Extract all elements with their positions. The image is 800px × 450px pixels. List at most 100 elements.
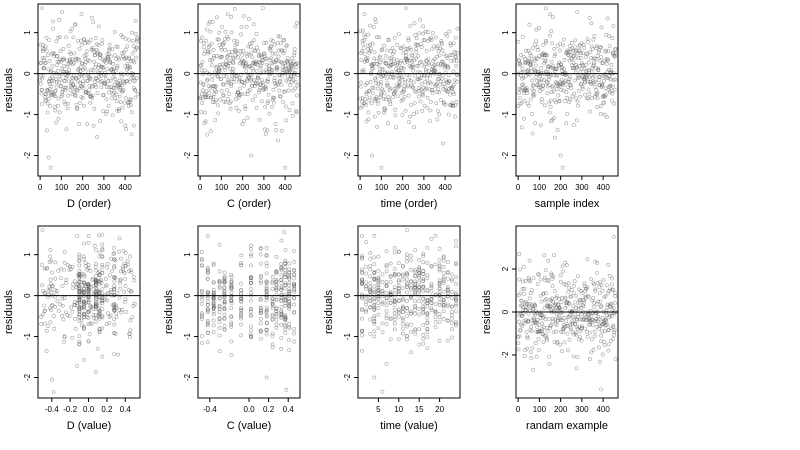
data-point <box>555 341 559 346</box>
data-point <box>106 311 110 316</box>
data-point <box>86 297 91 302</box>
data-point <box>63 281 68 285</box>
data-point <box>264 281 269 285</box>
data-point <box>437 268 442 273</box>
data-point <box>400 298 405 303</box>
data-point <box>417 289 422 294</box>
data-point <box>564 323 569 328</box>
data-point <box>275 67 279 72</box>
data-point <box>364 308 369 313</box>
data-point <box>104 112 108 116</box>
data-point <box>522 354 527 359</box>
data-point <box>257 90 261 95</box>
data-point <box>531 316 536 321</box>
data-point <box>599 339 603 344</box>
data-point <box>423 62 427 67</box>
data-point <box>228 66 232 71</box>
data-point <box>595 90 600 95</box>
data-point <box>437 90 442 95</box>
data-point <box>425 321 430 325</box>
data-point <box>75 233 80 238</box>
data-point <box>415 63 420 68</box>
data-point <box>586 87 591 92</box>
x-tick-label: 0 <box>38 183 43 192</box>
data-point <box>121 50 126 55</box>
data-point <box>374 95 379 99</box>
data-point <box>380 88 385 93</box>
data-point <box>382 43 387 48</box>
data-point <box>437 264 442 269</box>
data-point <box>222 312 227 317</box>
data-point <box>392 288 397 292</box>
data-point <box>226 80 231 85</box>
data-point <box>211 304 216 308</box>
data-point <box>396 290 401 295</box>
data-point <box>129 59 133 63</box>
data-point <box>88 269 93 273</box>
data-point <box>603 322 608 327</box>
data-point <box>530 288 534 293</box>
data-point <box>445 338 450 343</box>
data-point <box>259 274 263 278</box>
data-point <box>100 295 105 300</box>
data-point <box>90 15 94 20</box>
data-point <box>234 73 239 78</box>
data-point <box>598 305 603 309</box>
data-point <box>100 254 105 258</box>
data-point <box>377 35 382 40</box>
data-point <box>396 314 401 319</box>
data-point <box>368 305 373 310</box>
data-point <box>129 270 134 275</box>
data-point <box>222 37 227 42</box>
data-point <box>63 310 68 315</box>
data-point <box>221 82 226 87</box>
data-point <box>437 278 442 283</box>
x-tick-label: 10 <box>394 405 403 414</box>
data-point <box>596 299 601 304</box>
data-point <box>568 86 573 91</box>
y-axis-title: residuals <box>163 67 175 112</box>
x-tick-label: 0.0 <box>243 405 255 414</box>
data-point <box>230 50 235 55</box>
plot-frame <box>515 3 619 177</box>
data-point <box>538 123 543 128</box>
data-point <box>294 93 299 98</box>
data-point <box>523 74 528 78</box>
data-point <box>437 292 442 297</box>
data-point <box>597 285 602 289</box>
data-point <box>409 329 413 334</box>
data-point <box>429 294 434 299</box>
data-point <box>253 81 258 86</box>
x-tick-label: 400 <box>596 183 610 192</box>
data-point <box>541 83 546 88</box>
data-point <box>209 84 214 89</box>
data-point <box>400 305 405 310</box>
data-point <box>77 300 82 305</box>
data-point <box>249 51 254 56</box>
data-point <box>258 328 263 333</box>
data-point <box>529 69 534 74</box>
data-point <box>249 254 253 259</box>
data-point <box>596 68 601 73</box>
data-point <box>454 58 459 63</box>
data-point <box>386 121 390 126</box>
data-point <box>97 74 102 79</box>
data-point <box>523 57 528 62</box>
data-point <box>248 281 253 285</box>
data-point <box>554 73 559 78</box>
data-point <box>79 12 84 17</box>
data-point <box>372 255 377 260</box>
data-point <box>379 48 384 53</box>
data-point <box>415 42 419 47</box>
data-point <box>411 65 416 70</box>
data-point <box>45 128 49 133</box>
data-point <box>600 329 604 334</box>
data-point <box>83 66 87 71</box>
data-point <box>132 87 137 92</box>
data-point <box>376 301 381 306</box>
data-point <box>214 64 219 69</box>
data-point <box>52 326 57 331</box>
data-point <box>395 58 400 63</box>
data-point <box>264 253 269 258</box>
data-point <box>272 42 277 47</box>
